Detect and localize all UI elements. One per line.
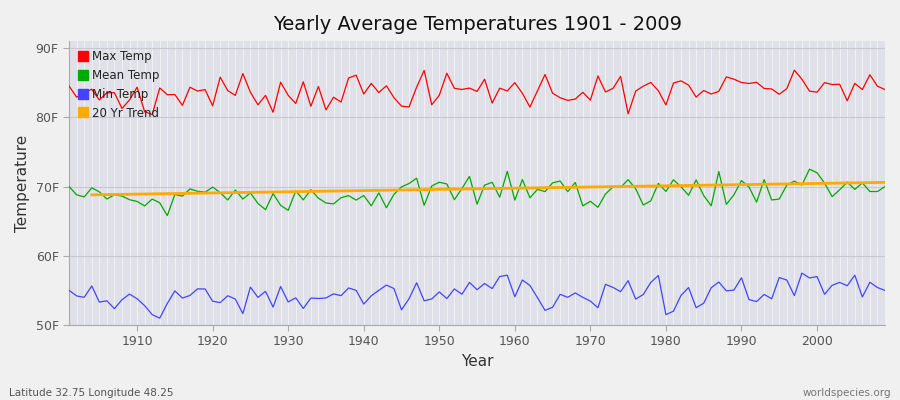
Y-axis label: Temperature: Temperature [15,134,30,232]
Text: Latitude 32.75 Longitude 48.25: Latitude 32.75 Longitude 48.25 [9,388,174,398]
Title: Yearly Average Temperatures 1901 - 2009: Yearly Average Temperatures 1901 - 2009 [273,15,681,34]
Text: worldspecies.org: worldspecies.org [803,388,891,398]
Legend: Max Temp, Mean Temp, Min Temp, 20 Yr Trend: Max Temp, Mean Temp, Min Temp, 20 Yr Tre… [79,50,159,120]
X-axis label: Year: Year [461,354,493,369]
